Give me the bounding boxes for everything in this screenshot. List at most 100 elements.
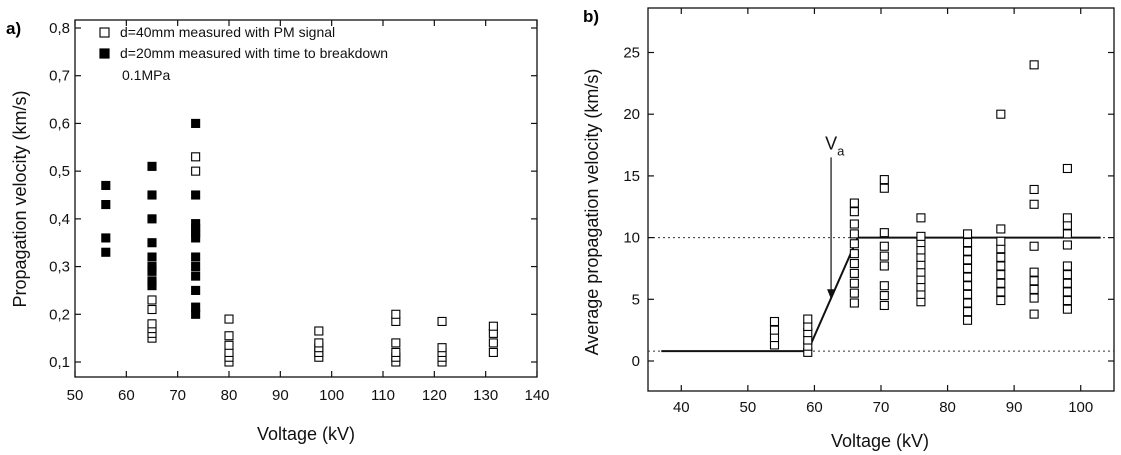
open-square-point [191, 152, 201, 162]
panel-b-x-axis-label: Voltage (kV) [831, 431, 929, 451]
open-square-point [1029, 293, 1039, 303]
panel-a-chart: a) 50 60 70 80 90 100 110 120 130 140 0,8 0,7 0,6 0,5… [6, 19, 550, 444]
open-square-point [962, 307, 973, 317]
open-square-point [437, 343, 447, 353]
filled-square-point [191, 252, 201, 262]
open-square-point [769, 340, 780, 350]
open-square-point [916, 260, 926, 270]
open-square-point [962, 298, 973, 308]
panel-b-label: b) [583, 7, 599, 26]
open-square-point [437, 316, 447, 326]
filled-square-point [191, 190, 201, 200]
open-square-point [996, 278, 1006, 288]
open-square-point [849, 278, 859, 288]
open-square-point [1062, 163, 1072, 174]
panel-a-x-tick-label: 60 [118, 387, 135, 404]
open-square-point [996, 109, 1006, 119]
filled-square-point [101, 180, 111, 191]
panel-b-y-tick-label: 20 [623, 106, 640, 123]
open-square-point [224, 331, 234, 341]
panel-b-x-tick-label: 90 [1006, 399, 1023, 416]
open-square-point [147, 295, 157, 305]
open-square-point [1029, 60, 1039, 70]
open-square-point [996, 224, 1006, 234]
panel-a-x-tick-label: 130 [473, 387, 498, 404]
open-square-point [916, 282, 926, 292]
open-square-point [1062, 278, 1072, 288]
panel-b-x-tick-label: 70 [873, 399, 890, 416]
open-square-point [769, 333, 780, 343]
open-square-point [1029, 276, 1039, 286]
open-square-point [879, 281, 889, 291]
legend-entry-time-to-breakdown: d=20mm measured with time to breakdown [120, 45, 388, 61]
open-square-point [962, 229, 973, 239]
filled-square-point [147, 262, 157, 272]
open-square-point [1062, 261, 1072, 271]
open-square-point [879, 251, 889, 261]
open-square-point [849, 198, 859, 208]
open-square-point [1029, 199, 1039, 209]
filled-square-point [147, 238, 157, 248]
legend-filled-square-marker [99, 48, 110, 59]
open-square-point [879, 291, 889, 301]
panel-b-va-arrow [827, 157, 836, 300]
va-arrow-head [827, 289, 836, 300]
open-square-point [391, 347, 401, 358]
open-square-point [849, 229, 859, 239]
panel-a-y-tick-label: 0,3 [49, 259, 70, 276]
open-square-point [916, 252, 926, 262]
panel-a-y-tick-label: 0,2 [49, 306, 70, 323]
open-square-point [962, 237, 973, 248]
open-square-point [879, 300, 889, 311]
open-square-point [996, 270, 1006, 280]
open-square-point [769, 325, 780, 335]
open-square-point [849, 288, 859, 298]
panel-a-y-tick-label: 0,4 [49, 211, 70, 228]
open-square-point [391, 338, 401, 348]
open-square-point [962, 255, 973, 265]
open-square-point [962, 263, 973, 274]
open-square-point [996, 252, 1006, 262]
panel-a-x-tick-label: 110 [371, 387, 395, 404]
open-square-point [916, 275, 926, 285]
open-square-point [879, 261, 889, 271]
open-square-point [916, 289, 926, 299]
open-square-point [1062, 287, 1072, 297]
open-square-point [803, 314, 813, 324]
filled-square-point [147, 161, 157, 171]
open-square-point [916, 297, 926, 307]
panel-a-y-tick-label: 0,5 [49, 163, 70, 180]
panel-a-y-tick-label: 0,1 [49, 354, 70, 371]
panel-a-x-axis-label: Voltage (kV) [257, 424, 355, 444]
open-square-point [488, 338, 498, 348]
filled-square-point [147, 252, 157, 262]
open-square-point [1029, 241, 1039, 251]
open-square-point [849, 268, 859, 278]
filled-square-point [101, 199, 111, 210]
panel-a-pressure-annotation: 0.1MPa [122, 67, 170, 83]
panel-a-x-tick-label: 80 [221, 387, 238, 404]
legend-open-square-marker [99, 27, 110, 38]
open-square-point [849, 298, 859, 308]
panel-a-y-tick-label: 0,8 [49, 20, 70, 37]
open-square-point [803, 335, 813, 345]
panel-a-frame [74, 19, 538, 378]
open-square-point [962, 272, 973, 282]
filled-square-point [191, 219, 201, 229]
open-square-point [916, 245, 926, 255]
panel-b-y-axis-label: Average propagation velocity (km/s) [582, 69, 602, 356]
open-square-point [962, 315, 973, 325]
open-square-point [849, 219, 859, 229]
open-square-point [147, 304, 157, 315]
open-square-point [849, 239, 859, 249]
panel-b-x-tick-label: 80 [939, 399, 956, 416]
open-square-point [1062, 229, 1072, 239]
panel-a-x-tick-label: 70 [169, 387, 186, 404]
open-square-point [849, 207, 859, 217]
open-square-point [996, 287, 1006, 297]
panel-b-x-tick-label: 60 [806, 399, 823, 416]
open-square-point [391, 309, 401, 319]
